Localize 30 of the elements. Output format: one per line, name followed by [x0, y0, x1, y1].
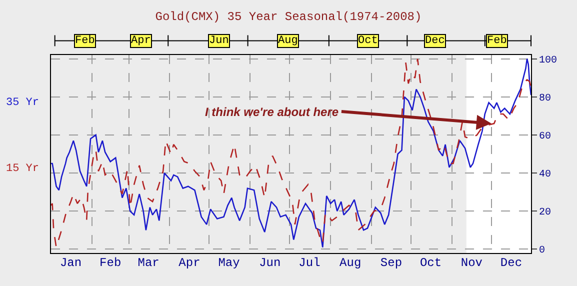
text: Feb [487, 35, 507, 47]
text: Aug [278, 35, 298, 47]
x-tick-label: Dec [500, 256, 522, 270]
x-tick-label: Feb [100, 256, 122, 270]
text: Dec [425, 35, 445, 47]
x-tick-label: Jul [298, 256, 320, 270]
y-tick-label: 100 [539, 55, 558, 66]
y-tick-label: 20 [539, 208, 552, 219]
line-series [51, 58, 531, 248]
x-tick-label: Oct [420, 256, 442, 270]
text: Apr [131, 35, 151, 47]
x-tick-label: Jan [60, 256, 82, 270]
x-tick-label: Mar [138, 256, 160, 270]
x-tick-label: May [218, 256, 240, 270]
y-tick-label: 60 [539, 131, 552, 142]
y-tick-label: 0 [539, 246, 546, 257]
x-tick-label: Sep [380, 256, 402, 270]
x-tick-label: Aug [340, 256, 362, 270]
annotation: I think we're about here [205, 105, 339, 119]
y-tick-label: 80 [539, 93, 552, 104]
x-tick-label: Nov [460, 256, 482, 270]
text: Feb [75, 35, 95, 47]
x-tick-label: Jun [259, 256, 281, 270]
text: Jun [209, 35, 229, 47]
x-tick-label: Apr [178, 256, 200, 270]
text: 35 Yr [6, 97, 40, 109]
chart-title: Gold(CMX) 35 Year Seasonal(1974-2008) [155, 10, 422, 24]
text: 15 Yr [6, 163, 40, 175]
y-tick-label: 40 [539, 170, 552, 181]
text: Oct [358, 35, 378, 47]
